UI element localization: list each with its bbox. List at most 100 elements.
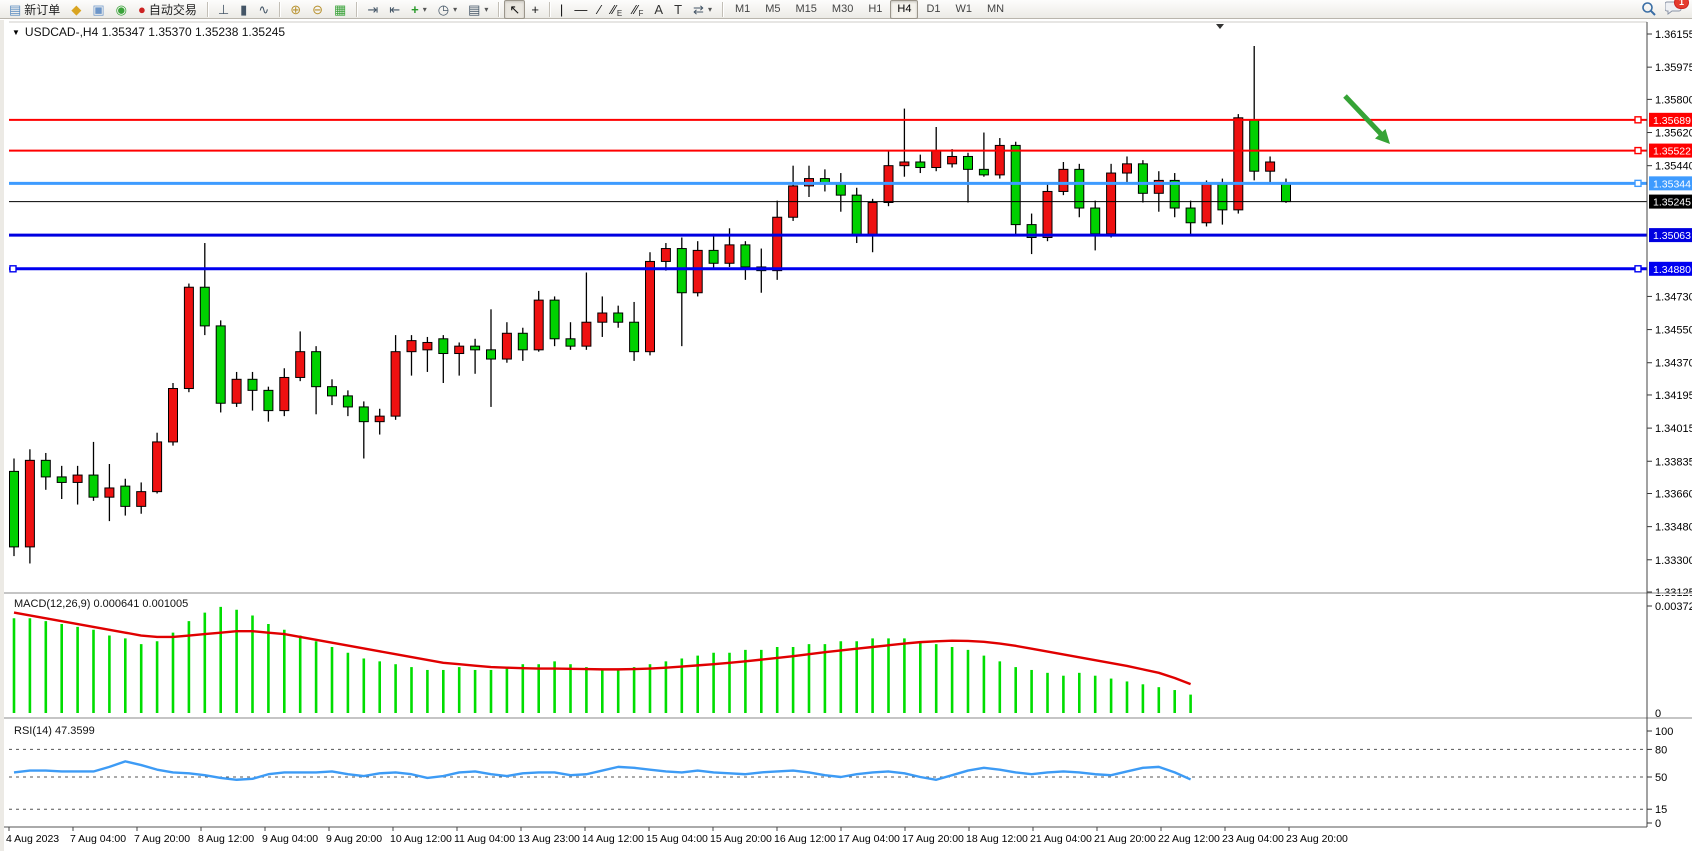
candle-bull: [454, 345, 465, 355]
x-axis-date-label: 7 Aug 20:00: [134, 833, 190, 845]
timeframe-h1-button[interactable]: H1: [868, 2, 883, 15]
green-arrow-head[interactable]: [1375, 129, 1390, 144]
auto-trading-button[interactable]: ● 自动交易: [133, 0, 202, 19]
rsi-axis-label: 15: [1655, 804, 1667, 816]
toolbar-separator: [356, 1, 358, 17]
tile-windows-button[interactable]: ▦: [329, 0, 351, 19]
horizontal-line-button[interactable]: —: [569, 0, 592, 19]
price-level-badge-text: 1.35344: [1653, 178, 1691, 190]
chart-title: ▼ USDCAD-,H4 1.35347 1.35370 1.35238 1.3…: [12, 25, 285, 39]
vertical-line-button[interactable]: |: [555, 0, 568, 19]
candle-bull: [1058, 168, 1069, 192]
timeframe-m15-button[interactable]: M15: [795, 2, 817, 15]
templates-button[interactable]: ▤ ▾: [463, 0, 493, 19]
zoom-out-button[interactable]: ⊖: [307, 0, 328, 19]
text-button[interactable]: A: [649, 0, 668, 19]
rsi-axis-label: 0: [1655, 818, 1661, 830]
fibonacci-button[interactable]: ∕∕ F: [628, 0, 648, 19]
candle-bear: [1281, 182, 1291, 203]
line-handle[interactable]: [1634, 116, 1642, 124]
y-axis-tick-label: 1.35620: [1655, 128, 1692, 140]
chart-menu-icon[interactable]: ▼: [12, 27, 20, 37]
timeframe-m5-button[interactable]: M5: [765, 2, 781, 15]
text-label-button[interactable]: T: [669, 0, 687, 19]
dropdown-caret-icon[interactable]: ▾: [484, 4, 489, 14]
signals-button[interactable]: ◉: [111, 0, 132, 19]
timeframe-mn-button[interactable]: MN: [987, 2, 1005, 15]
candle-bull: [1153, 179, 1164, 194]
candle-bear: [629, 321, 640, 353]
macd-signal-line: [13, 611, 1192, 686]
dropdown-caret-icon[interactable]: ▾: [707, 4, 712, 14]
candle-bull: [1122, 163, 1132, 174]
timeframe-m30-button[interactable]: M30: [831, 2, 854, 15]
zoom-in-button[interactable]: ⊕: [285, 0, 306, 19]
green-arrow-annotation[interactable]: [1343, 94, 1383, 136]
line-chart-button[interactable]: ∿: [253, 0, 274, 19]
candle-bear: [1137, 163, 1148, 194]
x-axis-date-label: 23 Aug 20:00: [1286, 833, 1348, 845]
cursor-button[interactable]: ↖: [504, 0, 526, 19]
line-handle[interactable]: [1634, 265, 1642, 273]
notifications-button[interactable]: 1: [1664, 0, 1689, 18]
candlestick-chart-button[interactable]: ▮: [235, 0, 252, 19]
line-handle[interactable]: [1634, 179, 1642, 188]
timeframe-h4-button[interactable]: H4: [890, 0, 919, 19]
candle-bull: [168, 388, 178, 443]
candle-bear: [613, 312, 624, 323]
y-axis-tick-label: 1.36155: [1655, 29, 1692, 41]
market-watch-button[interactable]: ◆: [66, 0, 86, 19]
dropdown-caret-icon[interactable]: ▾: [453, 4, 458, 14]
candle-bear: [9, 470, 19, 548]
notification-count-badge: 1: [1673, 0, 1689, 9]
y-axis-tick-label: 1.33300: [1655, 555, 1692, 567]
publish-chart-button[interactable]: ▣: [87, 0, 109, 19]
candle-bull: [899, 161, 910, 167]
timeframe-w1-button[interactable]: W1: [955, 2, 973, 15]
arrows-icon: ⇄: [693, 1, 704, 17]
price-level-badge-text: 1.35689: [1653, 115, 1691, 127]
timeframe-m1-button[interactable]: M1: [734, 2, 751, 15]
text-label-icon: T: [674, 1, 683, 17]
channel-button[interactable]: ∕∕ E: [606, 0, 627, 19]
price-level-badge: [1649, 143, 1692, 158]
candle-bull: [931, 150, 942, 169]
price-level-badge: [1649, 261, 1692, 276]
candlestick-icon: ▮: [240, 1, 248, 17]
candle-bull: [581, 321, 592, 347]
candle-bear: [215, 325, 226, 404]
bar-chart-button[interactable]: ⊥: [213, 0, 234, 19]
indicators-button[interactable]: + ▾: [406, 0, 432, 19]
candle-bull: [231, 378, 242, 404]
trendline-button[interactable]: ∕: [593, 0, 605, 19]
candle-bear: [708, 249, 719, 264]
candle-bear: [470, 345, 481, 351]
dropdown-caret-icon[interactable]: ▾: [422, 4, 427, 14]
candle-bear: [358, 406, 369, 423]
rsi-line: [13, 760, 1192, 781]
auto-scroll-button[interactable]: ⇥: [362, 0, 383, 19]
x-axis-date-label: 14 Aug 12:00: [582, 833, 644, 845]
periods-button[interactable]: ◷ ▾: [433, 0, 462, 19]
x-axis-date-label: 18 Aug 12:00: [966, 833, 1028, 845]
y-axis-tick-label: 1.33835: [1655, 456, 1692, 468]
search-icon[interactable]: [1641, 1, 1657, 17]
chart-shift-marker-icon[interactable]: [1216, 24, 1224, 29]
candle-bear: [963, 155, 973, 170]
new-order-icon: ▤: [9, 1, 22, 17]
chart-shift-button[interactable]: ⇤: [384, 0, 405, 19]
tile-windows-icon: ▦: [334, 1, 347, 17]
arrows-button[interactable]: ⇄ ▾: [688, 0, 717, 19]
line-handle[interactable]: [1634, 146, 1642, 155]
line-handle[interactable]: [9, 265, 17, 273]
new-order-button[interactable]: ▤ 新订单: [4, 0, 65, 19]
vertical-line-icon: |: [559, 1, 564, 17]
text-icon: A: [654, 1, 664, 17]
timeframe-d1-button[interactable]: D1: [926, 2, 941, 15]
y-axis-tick-label: 1.35440: [1655, 161, 1692, 173]
price-level-badge: [1649, 228, 1692, 243]
chart-canvas[interactable]: 1.36155 1.35975 1.35800 1.35620 1.35440 1.347…: [4, 20, 1692, 851]
main-toolbar: ▤ 新订单 ◆ ▣ ◉ ● 自动交易 ⊥ ▮ ∿ ⊕ ⊖ ▦ ⇥ ⇤ + ▾ ◷ ▾ ▤ ▾ ↖ + | — ∕ ∕∕ E ∕∕ F A T ⇄…: [0, 0, 1692, 19]
crosshair-button[interactable]: +: [526, 0, 544, 19]
price-level-badge: [1649, 176, 1692, 191]
